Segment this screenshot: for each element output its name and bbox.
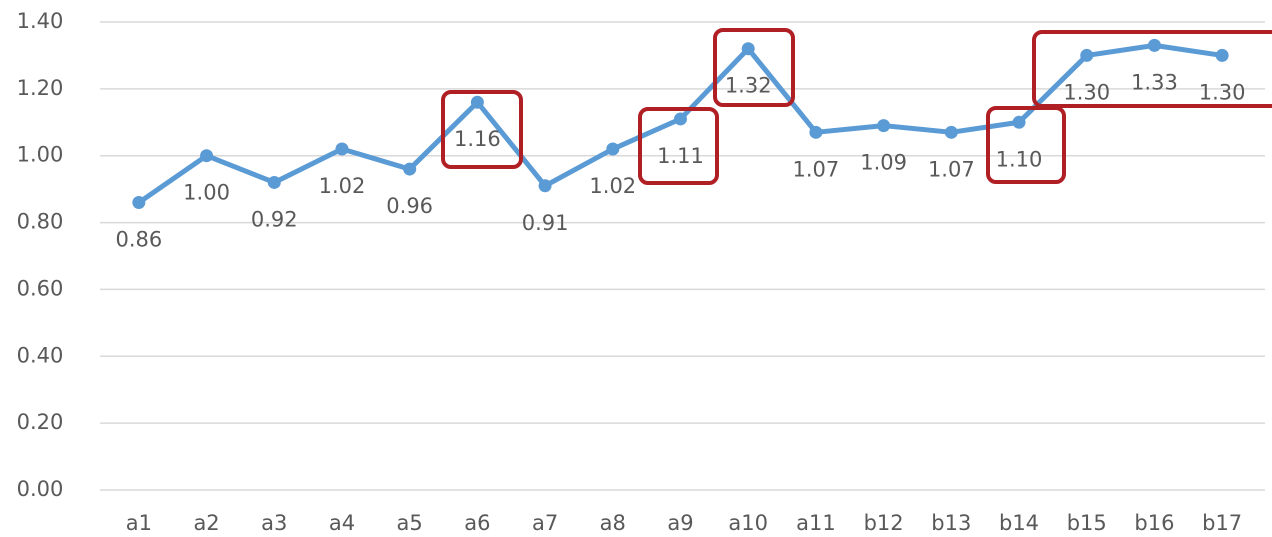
- x-tick-label: a1: [126, 511, 152, 535]
- data-label: 1.02: [319, 174, 366, 198]
- data-label: 1.00: [183, 181, 230, 205]
- x-tick-label: a10: [728, 511, 768, 535]
- data-point: [267, 175, 281, 189]
- x-tick-label: a4: [329, 511, 355, 535]
- y-tick-label: 0.20: [17, 410, 64, 434]
- data-label: 1.07: [793, 157, 840, 181]
- data-point: [1012, 115, 1026, 129]
- data-label: 1.30: [1063, 80, 1110, 104]
- data-point: [877, 119, 891, 133]
- highlight-box: [441, 90, 523, 169]
- data-label: 1.02: [589, 174, 636, 198]
- data-label: 1.33: [1131, 70, 1178, 94]
- data-label: 0.96: [386, 194, 433, 218]
- y-tick-label: 0.60: [17, 276, 64, 300]
- y-tick-label: 1.00: [17, 143, 64, 167]
- x-tick-label: a2: [193, 511, 219, 535]
- x-tick-label: a3: [261, 511, 287, 535]
- x-tick-label: b13: [931, 511, 971, 535]
- data-point: [1147, 38, 1161, 52]
- data-point: [741, 42, 755, 56]
- highlight-box: [638, 107, 719, 185]
- data-point: [1080, 48, 1094, 62]
- data-point: [403, 162, 417, 176]
- data-label: 0.91: [522, 211, 569, 235]
- x-tick-label: b16: [1134, 511, 1174, 535]
- data-point: [809, 125, 823, 139]
- data-label: 0.92: [251, 207, 298, 231]
- highlight-box: [713, 28, 795, 107]
- data-label: 0.86: [115, 228, 162, 252]
- data-point: [470, 95, 484, 109]
- y-tick-label: 1.20: [17, 76, 64, 100]
- x-tick-label: a5: [397, 511, 423, 535]
- x-tick-label: a6: [464, 511, 490, 535]
- x-tick-label: b12: [864, 511, 904, 535]
- x-tick-label: a8: [600, 511, 626, 535]
- x-tick-label: b17: [1202, 511, 1242, 535]
- data-label: 1.32: [725, 74, 772, 98]
- data-label: 1.10: [996, 147, 1043, 171]
- data-point: [200, 149, 214, 163]
- data-label: 1.11: [657, 144, 704, 168]
- data-point: [132, 196, 146, 210]
- data-point: [606, 142, 620, 156]
- highlight-box: [1032, 30, 1272, 108]
- data-point: [1215, 48, 1229, 62]
- y-tick-label: 0.00: [17, 477, 64, 501]
- x-tick-label: a9: [667, 511, 693, 535]
- y-tick-label: 0.80: [17, 210, 64, 234]
- data-point: [538, 179, 552, 193]
- data-label: 1.16: [454, 127, 501, 151]
- y-tick-label: 0.40: [17, 343, 64, 367]
- x-tick-label: a7: [532, 511, 558, 535]
- highlight-box: [986, 106, 1066, 184]
- highlight-boxes: [441, 28, 1272, 185]
- x-tick-label: b14: [999, 511, 1039, 535]
- data-point: [335, 142, 349, 156]
- data-point: [674, 112, 687, 126]
- data-label: 1.09: [860, 151, 907, 175]
- x-tick-label: b15: [1067, 511, 1107, 535]
- x-tick-label: a11: [796, 511, 836, 535]
- data-point: [944, 125, 958, 139]
- data-label: 1.30: [1199, 80, 1246, 104]
- y-tick-label: 1.40: [17, 9, 64, 33]
- data-label: 1.07: [928, 157, 975, 181]
